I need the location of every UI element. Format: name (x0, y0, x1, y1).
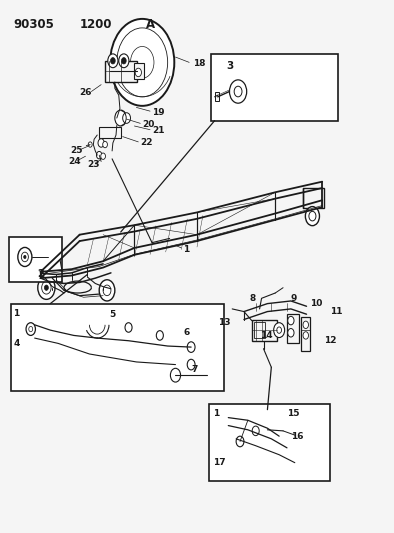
Circle shape (236, 436, 244, 447)
Text: 16: 16 (291, 432, 303, 441)
Circle shape (108, 54, 118, 68)
Text: 11: 11 (330, 307, 342, 316)
Bar (9, 237, 62, 282)
Circle shape (156, 330, 164, 340)
Text: 26: 26 (80, 88, 92, 97)
Circle shape (123, 113, 130, 123)
Circle shape (170, 368, 180, 382)
Circle shape (135, 68, 141, 77)
Circle shape (277, 327, 281, 333)
Bar (215, 92, 219, 101)
Circle shape (98, 139, 104, 147)
Circle shape (305, 207, 320, 225)
Circle shape (121, 58, 126, 64)
Bar (287, 314, 299, 343)
Circle shape (288, 317, 294, 325)
Circle shape (110, 19, 174, 106)
Bar (105, 61, 137, 82)
Bar (254, 322, 266, 338)
Circle shape (303, 332, 309, 339)
Circle shape (130, 46, 154, 78)
Text: 23: 23 (87, 160, 100, 168)
Text: 2: 2 (37, 270, 44, 279)
Text: 1200: 1200 (80, 18, 112, 31)
Circle shape (18, 247, 32, 266)
Circle shape (103, 285, 111, 296)
Text: A: A (146, 18, 155, 31)
Circle shape (97, 151, 102, 159)
Circle shape (115, 110, 126, 126)
Circle shape (117, 28, 168, 97)
Text: 6: 6 (183, 328, 190, 337)
Text: 10: 10 (310, 299, 323, 308)
Text: 7: 7 (191, 366, 197, 374)
Circle shape (309, 212, 316, 221)
Text: 90305: 90305 (13, 18, 54, 31)
Text: 5: 5 (109, 310, 115, 319)
Circle shape (101, 153, 106, 159)
Text: 24: 24 (68, 157, 80, 166)
Bar (211, 54, 338, 120)
Text: 1: 1 (183, 245, 190, 254)
Text: 22: 22 (140, 139, 153, 148)
Circle shape (21, 252, 28, 262)
Text: 20: 20 (142, 120, 154, 129)
Text: 1: 1 (213, 409, 219, 418)
Text: 15: 15 (287, 409, 299, 418)
Text: 13: 13 (219, 318, 231, 327)
Circle shape (234, 86, 242, 97)
Circle shape (229, 80, 247, 103)
Circle shape (252, 426, 259, 435)
Text: 8: 8 (250, 294, 256, 303)
Circle shape (187, 342, 195, 352)
Bar (303, 188, 324, 208)
Text: 9: 9 (291, 294, 297, 303)
Text: 18: 18 (193, 59, 206, 68)
Circle shape (111, 58, 115, 64)
Bar (301, 317, 310, 351)
Circle shape (303, 321, 309, 328)
Circle shape (274, 322, 284, 337)
Circle shape (103, 141, 108, 148)
Circle shape (24, 255, 26, 259)
Text: 1: 1 (13, 309, 19, 318)
Bar (99, 127, 121, 138)
Text: 12: 12 (324, 336, 336, 345)
Text: 4: 4 (13, 339, 19, 348)
Circle shape (29, 326, 33, 332)
Circle shape (26, 322, 35, 335)
Bar (134, 63, 144, 79)
Text: 25: 25 (70, 147, 82, 156)
Circle shape (99, 280, 115, 301)
Circle shape (45, 285, 48, 290)
Text: 17: 17 (213, 458, 225, 467)
Text: 21: 21 (152, 126, 165, 135)
Text: 19: 19 (152, 108, 165, 117)
Circle shape (38, 276, 55, 300)
Bar (252, 319, 277, 341)
Bar (11, 304, 225, 391)
Text: 3: 3 (226, 61, 234, 71)
Circle shape (119, 54, 129, 68)
Text: 14: 14 (260, 331, 272, 340)
Circle shape (187, 359, 195, 370)
Circle shape (288, 328, 294, 337)
Bar (209, 405, 330, 481)
Circle shape (125, 322, 132, 332)
Circle shape (88, 142, 92, 147)
Circle shape (42, 281, 51, 294)
